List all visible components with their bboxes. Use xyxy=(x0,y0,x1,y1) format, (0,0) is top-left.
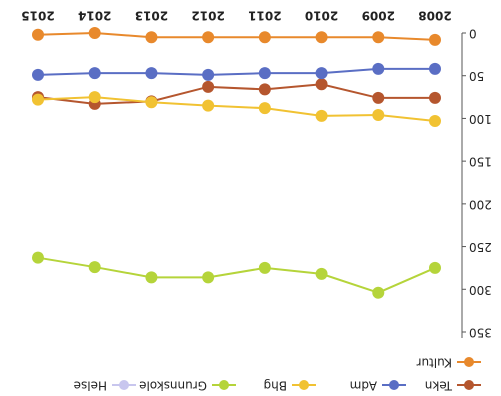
series-line xyxy=(37,67,435,76)
x-tick-label: 2014 xyxy=(78,9,111,23)
legend-marker xyxy=(299,380,309,390)
point xyxy=(202,99,215,112)
point xyxy=(88,91,101,104)
y-tick-label: 300 xyxy=(469,283,492,297)
point xyxy=(32,28,44,41)
point xyxy=(372,286,385,299)
point xyxy=(258,102,271,115)
point xyxy=(315,31,328,44)
point xyxy=(315,67,328,80)
point xyxy=(88,261,101,274)
y-tick-label: 350 xyxy=(469,326,492,340)
point xyxy=(372,109,385,122)
legend-label: Tekn xyxy=(425,379,453,393)
series-line xyxy=(37,31,436,41)
plot: 0 50 100 150 200 250 300 350 2008 2009 2010 2011 201… xyxy=(21,9,492,393)
point xyxy=(315,267,328,280)
point xyxy=(88,27,101,39)
y-tick-label: 100 xyxy=(469,112,492,126)
x-tick-label: 2010 xyxy=(305,9,338,23)
point xyxy=(145,96,158,109)
legend-marker xyxy=(119,380,129,390)
x-tick-label: 2011 xyxy=(248,9,281,23)
y-tick-label: 200 xyxy=(469,197,492,211)
legend-marker xyxy=(219,380,229,390)
point xyxy=(258,31,271,44)
point xyxy=(429,114,441,127)
legend-label: Helse xyxy=(74,379,107,393)
y-tick-label: 50 xyxy=(469,69,484,83)
legend-label: Bhg xyxy=(264,379,287,393)
legend-label: Kultur xyxy=(416,356,452,370)
point xyxy=(429,33,441,46)
y-tick-label: 0 xyxy=(469,27,477,41)
point xyxy=(202,31,215,44)
legend-marker xyxy=(464,380,474,390)
legend-label: Grunnskole xyxy=(139,379,207,393)
series-line xyxy=(37,256,436,294)
point xyxy=(429,62,441,75)
point xyxy=(258,83,271,96)
y-tick-label: 150 xyxy=(469,155,492,169)
point xyxy=(88,67,101,80)
point xyxy=(202,80,215,93)
y-tick-label: 250 xyxy=(469,240,492,254)
point xyxy=(202,68,215,81)
point xyxy=(32,68,44,81)
point xyxy=(315,109,328,122)
legend-label: Adm xyxy=(350,379,377,393)
point xyxy=(258,261,271,274)
point xyxy=(429,91,441,104)
point xyxy=(32,93,44,106)
legend-marker xyxy=(464,357,474,367)
point xyxy=(145,31,158,44)
x-tick-label: 2015 xyxy=(21,9,54,23)
x-tick-label: 2009 xyxy=(362,9,395,23)
point xyxy=(202,271,215,284)
legend-marker xyxy=(389,380,399,390)
point xyxy=(315,78,328,91)
point xyxy=(145,67,158,80)
x-tick-label: 2008 xyxy=(418,9,451,23)
point xyxy=(372,31,385,44)
x-tick-label: 2013 xyxy=(135,9,168,23)
point xyxy=(429,261,441,274)
point xyxy=(258,67,271,80)
point xyxy=(32,251,44,264)
point xyxy=(372,62,385,75)
x-tick-label: 2012 xyxy=(191,9,224,23)
point xyxy=(145,271,158,284)
point xyxy=(372,91,385,104)
series-line xyxy=(37,96,436,122)
series-line xyxy=(37,83,435,105)
